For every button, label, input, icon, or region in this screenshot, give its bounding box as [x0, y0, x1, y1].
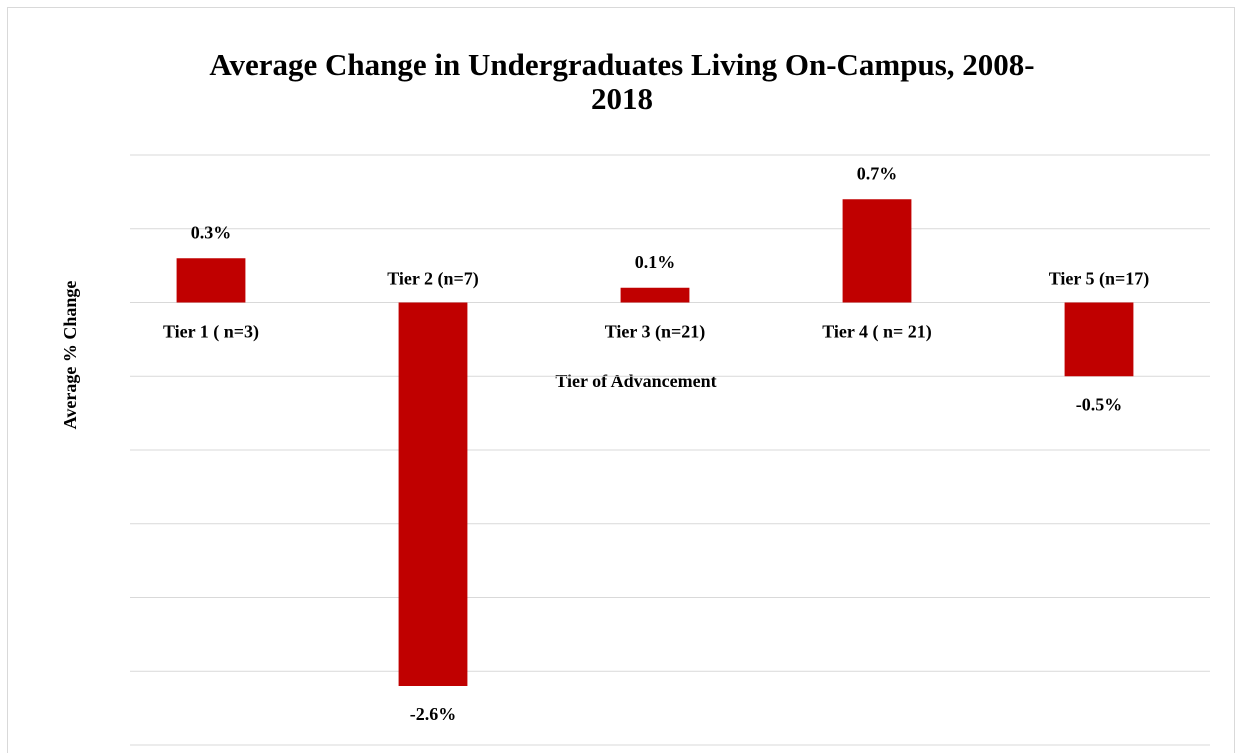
y-axis-title: Average % Change: [60, 281, 80, 430]
data-label: -2.6%: [410, 704, 457, 724]
data-label: 0.3%: [191, 222, 232, 242]
data-label: 0.1%: [635, 252, 676, 272]
chart-title: Average Change in Undergraduates Living …: [209, 47, 1035, 116]
x-tick-label: Tier 5 (n=17): [1049, 269, 1150, 290]
x-tick-label: Tier 3 (n=21): [605, 322, 706, 343]
x-tick-label: Tier 2 (n=7): [387, 269, 479, 290]
bar: [842, 199, 912, 303]
data-label: 0.7%: [857, 163, 898, 183]
x-tick-label: Tier 1 ( n=3): [163, 322, 259, 343]
bar: [620, 287, 690, 303]
x-axis-title: Tier of Advancement: [555, 371, 716, 391]
x-tick-label: Tier 4 ( n= 21): [822, 322, 932, 343]
data-label: -0.5%: [1076, 394, 1123, 414]
bar: [398, 302, 468, 686]
bar: [176, 258, 246, 303]
chart-border: [7, 7, 1235, 753]
bar: [1064, 302, 1134, 377]
